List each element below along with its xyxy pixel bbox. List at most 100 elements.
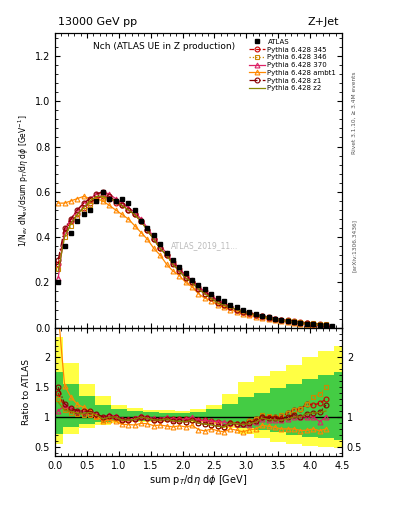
Pythia 6.428 345 (62, 229, 67, 236)
Pythia 6.428 z1 (298, 319, 303, 326)
Pythia 6.428 346 (184, 275, 188, 281)
Pythia 6.428 345 (273, 315, 277, 322)
Pythia 6.428 370 (292, 319, 296, 325)
Pythia 6.428 ambt1 (260, 315, 264, 321)
Pythia 6.428 345 (69, 218, 73, 224)
Pythia 6.428 345 (247, 310, 252, 316)
Pythia 6.428 346 (209, 295, 213, 301)
Pythia 6.428 370 (101, 189, 105, 195)
ATLAS (247, 309, 252, 315)
Pythia 6.428 345 (279, 317, 284, 323)
ATLAS (126, 200, 131, 206)
Pythia 6.428 z1 (323, 322, 328, 328)
Pythia 6.428 z2 (81, 205, 86, 211)
Pythia 6.428 370 (266, 315, 271, 321)
ATLAS (266, 314, 271, 321)
Line: Pythia 6.428 z1: Pythia 6.428 z1 (56, 189, 329, 327)
Pythia 6.428 345 (285, 317, 290, 324)
Pythia 6.428 z2 (75, 211, 80, 218)
Pythia 6.428 345 (81, 205, 86, 211)
Pythia 6.428 ambt1 (323, 323, 328, 329)
Pythia 6.428 346 (292, 318, 296, 325)
Pythia 6.428 z2 (113, 198, 118, 204)
Pythia 6.428 z1 (228, 304, 233, 310)
Pythia 6.428 z2 (253, 312, 258, 318)
Line: Pythia 6.428 346: Pythia 6.428 346 (56, 196, 329, 327)
ATLAS (69, 229, 73, 236)
Line: ATLAS: ATLAS (56, 189, 335, 328)
Pythia 6.428 ambt1 (81, 193, 86, 199)
Pythia 6.428 346 (215, 300, 220, 306)
ATLAS (311, 321, 316, 327)
Pythia 6.428 370 (177, 266, 182, 272)
Text: Nch (ATLAS UE in Z production): Nch (ATLAS UE in Z production) (93, 42, 235, 51)
Legend: ATLAS, Pythia 6.428 345, Pythia 6.428 346, Pythia 6.428 370, Pythia 6.428 ambt1,: ATLAS, Pythia 6.428 345, Pythia 6.428 34… (247, 37, 338, 93)
Pythia 6.428 345 (107, 196, 112, 202)
Pythia 6.428 ambt1 (94, 196, 99, 202)
Pythia 6.428 345 (222, 302, 226, 308)
Pythia 6.428 z1 (94, 191, 99, 197)
Pythia 6.428 345 (305, 319, 309, 326)
Pythia 6.428 370 (260, 314, 264, 320)
ATLAS (279, 317, 284, 323)
Pythia 6.428 ambt1 (202, 295, 207, 301)
Pythia 6.428 370 (285, 318, 290, 324)
ATLAS (81, 211, 86, 218)
Pythia 6.428 346 (81, 207, 86, 213)
ATLAS (151, 232, 156, 238)
Pythia 6.428 346 (75, 214, 80, 220)
Pythia 6.428 ambt1 (305, 322, 309, 328)
Pythia 6.428 345 (139, 218, 143, 224)
ATLAS (323, 323, 328, 329)
Text: 13000 GeV pp: 13000 GeV pp (58, 17, 137, 27)
Pythia 6.428 z2 (247, 311, 252, 317)
Pythia 6.428 z2 (88, 198, 92, 204)
Pythia 6.428 z1 (209, 295, 213, 301)
Pythia 6.428 346 (266, 314, 271, 321)
Text: [arXiv:1306.3436]: [arXiv:1306.3436] (352, 219, 357, 272)
Pythia 6.428 z2 (132, 211, 137, 218)
ATLAS (215, 295, 220, 301)
Pythia 6.428 ambt1 (317, 323, 322, 329)
Pythia 6.428 345 (171, 259, 175, 265)
Pythia 6.428 346 (126, 207, 131, 213)
Pythia 6.428 z1 (101, 189, 105, 195)
Pythia 6.428 z2 (323, 322, 328, 328)
Pythia 6.428 z1 (75, 207, 80, 213)
Pythia 6.428 z1 (126, 207, 131, 213)
Pythia 6.428 370 (311, 321, 316, 327)
Pythia 6.428 ambt1 (119, 211, 124, 218)
Pythia 6.428 z2 (266, 315, 271, 321)
ATLAS (202, 286, 207, 292)
Line: Pythia 6.428 ambt1: Pythia 6.428 ambt1 (56, 194, 329, 328)
ATLAS (164, 250, 169, 256)
ATLAS (253, 311, 258, 317)
Pythia 6.428 z2 (62, 234, 67, 240)
Pythia 6.428 370 (69, 216, 73, 222)
Pythia 6.428 370 (171, 259, 175, 265)
Pythia 6.428 z1 (317, 322, 322, 328)
Pythia 6.428 345 (88, 200, 92, 206)
Pythia 6.428 z2 (119, 202, 124, 208)
Pythia 6.428 z1 (202, 291, 207, 297)
Pythia 6.428 370 (62, 227, 67, 233)
ATLAS (196, 282, 201, 288)
Pythia 6.428 ambt1 (266, 316, 271, 322)
Pythia 6.428 346 (260, 313, 264, 319)
Pythia 6.428 z2 (241, 309, 246, 315)
Pythia 6.428 346 (139, 218, 143, 224)
Pythia 6.428 z1 (107, 193, 112, 199)
Pythia 6.428 z1 (196, 286, 201, 292)
Pythia 6.428 370 (145, 225, 150, 231)
Pythia 6.428 345 (266, 314, 271, 321)
Text: Z+Jet: Z+Jet (308, 17, 339, 27)
Text: Rivet 3.1.10, ≥ 3.4M events: Rivet 3.1.10, ≥ 3.4M events (352, 71, 357, 154)
Pythia 6.428 z2 (305, 321, 309, 327)
Pythia 6.428 z1 (139, 218, 143, 224)
Pythia 6.428 346 (323, 321, 328, 327)
Pythia 6.428 z1 (184, 275, 188, 281)
Pythia 6.428 346 (177, 268, 182, 274)
Pythia 6.428 370 (241, 309, 246, 315)
Pythia 6.428 ambt1 (279, 318, 284, 325)
Pythia 6.428 ambt1 (164, 261, 169, 267)
